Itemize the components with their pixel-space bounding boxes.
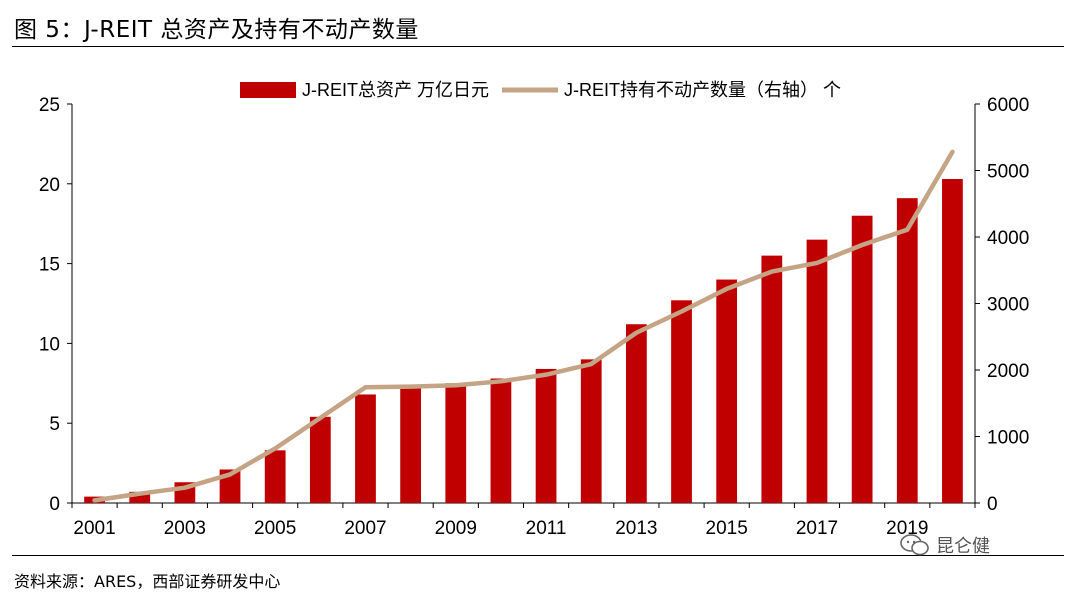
bar [445,383,467,503]
bar [896,198,918,503]
legend: J-REIT总资产 万亿日元 J-REIT持有不动产数量（右轴） 个 [240,80,841,100]
y-tick-label: 5 [49,414,60,435]
legend-line-label: J-REIT持有不动产数量（右轴） 个 [564,80,841,100]
bar [851,215,873,503]
y-tick-label: 25 [39,95,60,116]
line-point [951,151,953,153]
y-tick-label: 15 [39,255,60,276]
bar [129,491,151,503]
line-point [139,493,141,495]
line-point [681,310,683,312]
y2-tick-label: 3000 [987,295,1029,316]
top-rule [12,46,1064,47]
x-tick-label: 2013 [615,518,657,539]
bar [942,179,963,503]
y-tick-label: 0 [49,494,60,515]
x-tick-label: 2001 [73,518,115,539]
x-tick-label: 2007 [344,518,386,539]
bar [671,300,692,503]
bar [761,255,783,503]
line-point [726,288,728,290]
bar [580,359,602,503]
bar [625,324,647,503]
y2-tick-label: 6000 [987,95,1029,116]
line-point [816,262,818,264]
line-point [545,374,547,376]
line-point [906,229,908,231]
x-tick-label: 2005 [254,518,296,539]
x-tick-label: 2011 [526,518,567,539]
line-point [861,244,863,246]
line-point [94,499,96,501]
watermark-text: 昆仑健 [936,536,990,557]
bar [806,239,828,503]
line-point [500,380,502,382]
bar-series [84,179,963,503]
source-note: 资料来源：ARES，西部证券研发中心 [14,572,281,591]
y2-tick-label: 4000 [987,228,1029,249]
bar [716,279,738,503]
line-point [364,386,366,388]
wechat-icon [900,534,929,556]
figure-title: 图 5：J-REIT 总资产及持有不动产数量 [14,17,419,43]
bar [309,416,331,503]
watermark: 昆仑健 [900,532,990,558]
line-series [92,149,955,503]
x-tick-label: 2019 [886,518,928,539]
legend-bar-swatch [240,82,296,98]
legend-bar-label: J-REIT总资产 万亿日元 [302,80,489,100]
y-tick-label: 10 [39,334,60,355]
axes [67,103,980,508]
line-point [319,417,321,419]
bar [400,384,422,503]
bar [264,450,286,503]
x-tick-label: 2009 [435,518,477,539]
y2-tick-label: 2000 [987,361,1029,382]
line-point [590,363,592,365]
x-tick-label: 2017 [796,518,838,539]
x-tick-label: 2003 [164,518,206,539]
tick-labels: 0 5 10 15 20 25 0 1000 2000 3000 4000 5000 6000 2001 2… [39,95,1029,539]
x-tick-label: 2015 [706,518,748,539]
y2-tick-label: 0 [987,494,998,515]
y2-tick-label: 5000 [987,162,1029,183]
bar [490,378,512,503]
property-count-line [92,149,955,503]
y-tick-label: 20 [39,175,60,196]
bar [535,368,557,503]
line-point [274,447,276,449]
line-point [635,332,637,334]
line-point [410,386,412,388]
y2-tick-label: 1000 [987,428,1029,449]
bar [355,394,376,503]
line-point [229,473,231,475]
line-point [771,271,773,273]
line-point [455,384,457,386]
bottom-rule [12,555,1064,556]
line-point [184,487,186,489]
